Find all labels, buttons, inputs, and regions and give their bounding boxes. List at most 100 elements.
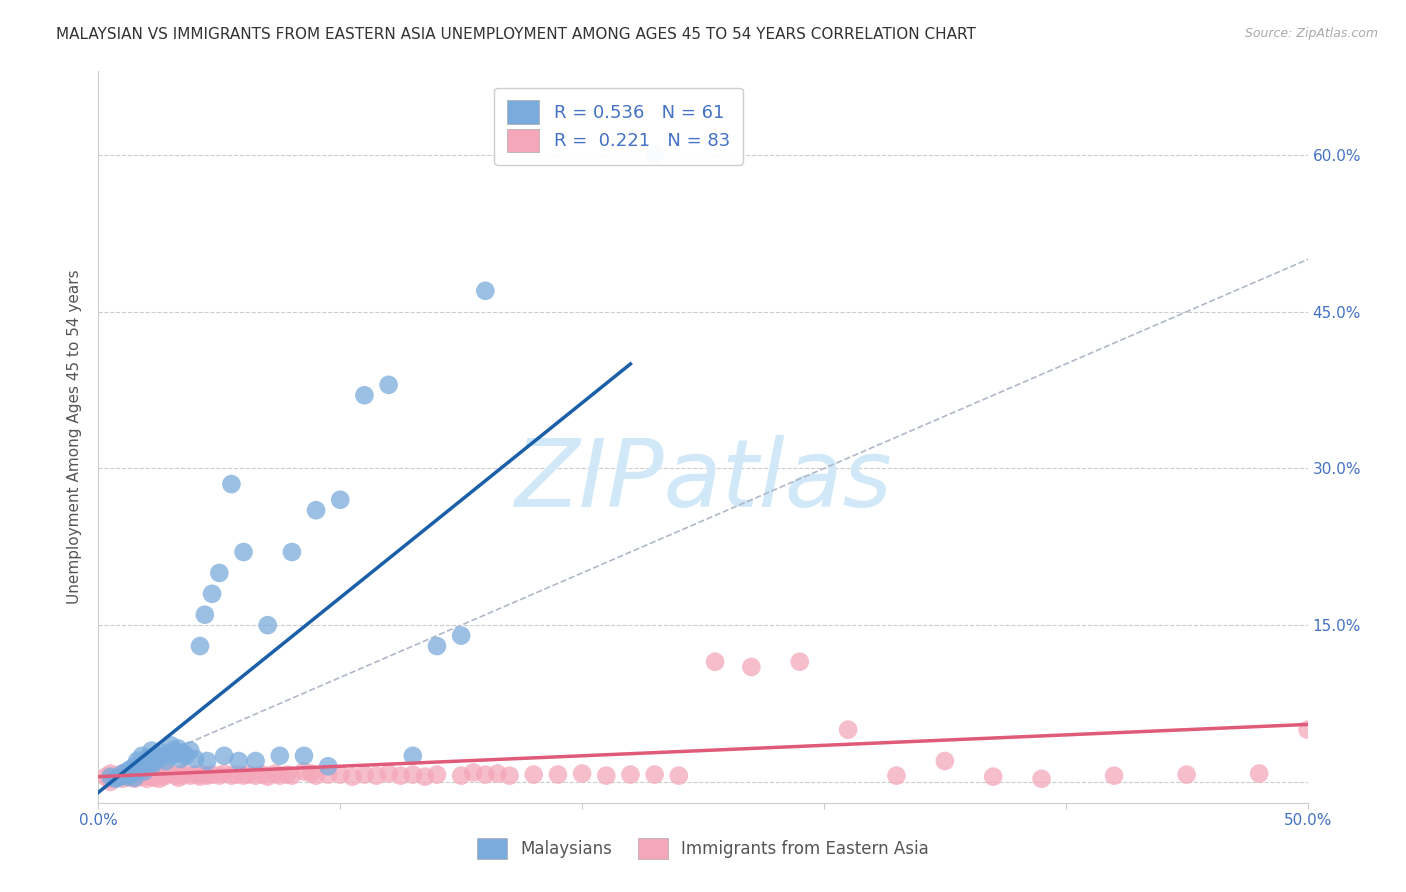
Point	[353, 388, 375, 402]
Point	[252, 767, 274, 781]
Point	[184, 767, 207, 781]
Point	[342, 770, 364, 784]
Point	[644, 148, 666, 162]
Point	[111, 766, 134, 780]
Point	[124, 772, 146, 786]
Point	[256, 618, 278, 632]
Point	[212, 766, 235, 780]
Point	[837, 723, 859, 737]
Point	[281, 545, 304, 559]
Point	[1102, 769, 1125, 783]
Text: MALAYSIAN VS IMMIGRANTS FROM EASTERN ASIA UNEMPLOYMENT AMONG AGES 45 TO 54 YEARS: MALAYSIAN VS IMMIGRANTS FROM EASTERN ASI…	[56, 27, 976, 42]
Point	[160, 766, 183, 780]
Point	[886, 769, 908, 783]
Point	[118, 763, 141, 777]
Point	[316, 767, 339, 781]
Point	[111, 766, 134, 780]
Point	[174, 748, 197, 763]
Point	[547, 767, 569, 781]
Point	[256, 770, 278, 784]
Point	[571, 766, 593, 780]
Point	[474, 284, 496, 298]
Point	[238, 767, 260, 781]
Point	[281, 769, 304, 783]
Point	[141, 759, 163, 773]
Point	[128, 763, 150, 777]
Point	[165, 746, 187, 760]
Point	[377, 377, 399, 392]
Point	[155, 767, 177, 781]
Point	[194, 607, 217, 622]
Point	[124, 767, 146, 781]
Legend: Malaysians, Immigrants from Eastern Asia: Malaysians, Immigrants from Eastern Asia	[470, 830, 936, 868]
Point	[228, 754, 250, 768]
Point	[104, 769, 127, 783]
Point	[131, 748, 153, 763]
Point	[100, 770, 122, 784]
Point	[100, 775, 122, 789]
Point	[160, 739, 183, 753]
Point	[450, 769, 472, 783]
Point	[162, 743, 184, 757]
Point	[1175, 767, 1198, 781]
Point	[201, 587, 224, 601]
Point	[138, 756, 160, 770]
Point	[212, 748, 235, 763]
Point	[172, 769, 194, 783]
Point	[245, 754, 267, 768]
Point	[131, 761, 153, 775]
Point	[201, 767, 224, 781]
Point	[1249, 766, 1271, 780]
Point	[148, 752, 170, 766]
Point	[100, 772, 122, 786]
Point	[221, 769, 243, 783]
Point	[124, 771, 146, 785]
Point	[299, 766, 322, 780]
Point	[474, 767, 496, 781]
Point	[426, 639, 449, 653]
Point	[353, 767, 375, 781]
Point	[1296, 723, 1319, 737]
Point	[167, 771, 190, 785]
Point	[107, 771, 129, 785]
Point	[148, 772, 170, 786]
Point	[413, 770, 436, 784]
Text: ZIPatlas: ZIPatlas	[515, 435, 891, 526]
Point	[232, 769, 254, 783]
Point	[179, 769, 201, 783]
Point	[264, 766, 287, 780]
Point	[426, 767, 449, 781]
Point	[619, 767, 641, 781]
Point	[135, 752, 157, 766]
Point	[704, 655, 727, 669]
Point	[165, 769, 187, 783]
Point	[232, 545, 254, 559]
Point	[389, 769, 412, 783]
Point	[150, 746, 173, 760]
Point	[143, 754, 166, 768]
Point	[463, 765, 485, 780]
Point	[131, 766, 153, 780]
Point	[94, 770, 117, 784]
Point	[131, 770, 153, 784]
Point	[486, 766, 509, 780]
Point	[141, 743, 163, 757]
Point	[124, 765, 146, 780]
Point	[100, 766, 122, 780]
Point	[118, 771, 141, 785]
Point	[188, 639, 211, 653]
Point	[644, 767, 666, 781]
Point	[127, 754, 149, 768]
Point	[135, 772, 157, 786]
Point	[160, 748, 183, 763]
Point	[366, 769, 388, 783]
Point	[117, 770, 139, 784]
Point	[981, 770, 1004, 784]
Point	[523, 767, 546, 781]
Point	[167, 741, 190, 756]
Point	[292, 748, 315, 763]
Point	[118, 767, 141, 781]
Point	[450, 629, 472, 643]
Point	[172, 746, 194, 760]
Point	[104, 772, 127, 786]
